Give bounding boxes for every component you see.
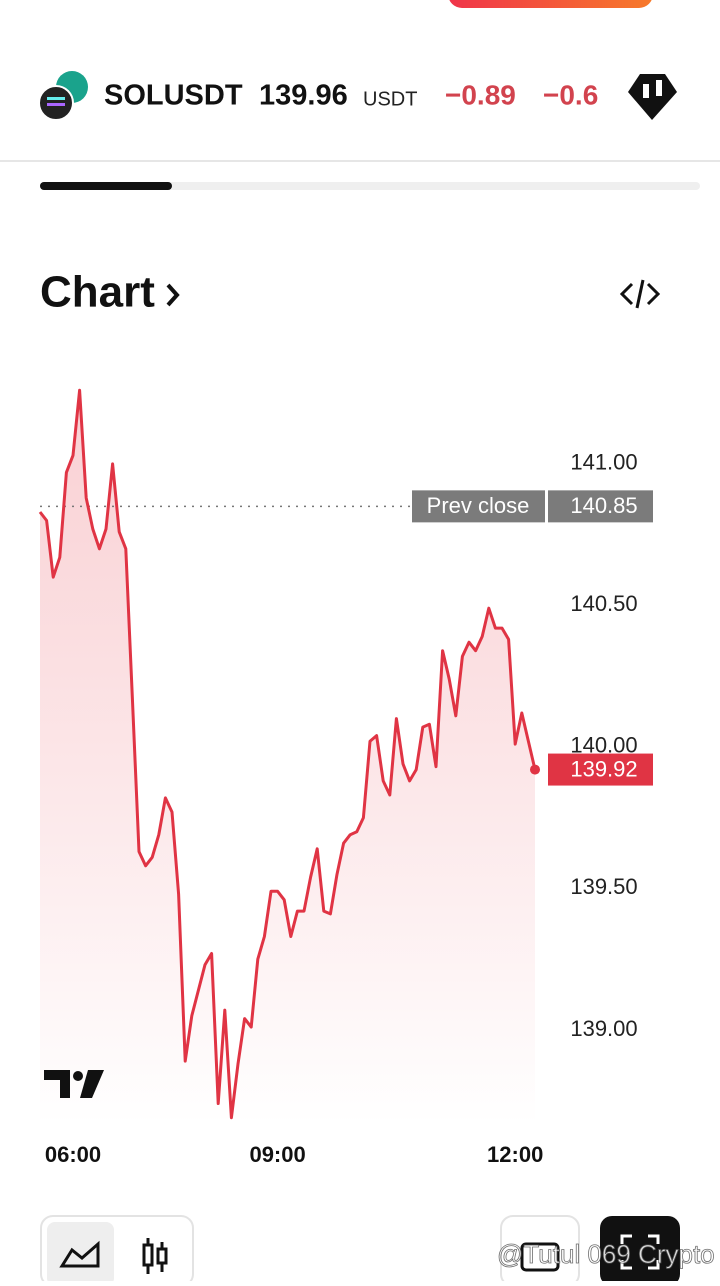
prev-close-box [412, 490, 545, 523]
scan-button[interactable] [600, 1216, 680, 1286]
x-tick-label: 09:00 [249, 1142, 305, 1167]
watermark: @Tutul 069 Crypto [497, 1239, 715, 1269]
prev-close-value-box [548, 490, 653, 523]
progress-fill [40, 182, 172, 190]
y-tick-label: 140.50 [570, 591, 637, 616]
tv-logo [44, 1070, 104, 1098]
section-title[interactable]: Chart [40, 268, 155, 317]
top-button[interactable] [448, 0, 653, 8]
y-tick-label: 139.50 [570, 874, 637, 899]
screenshot-button[interactable] [500, 1215, 580, 1286]
y-tick-label: 139.00 [570, 1016, 637, 1041]
camera-icon [520, 1242, 560, 1272]
price: 139.96 [259, 80, 348, 112]
embed-icon[interactable] [619, 279, 661, 309]
coin-icon [38, 71, 88, 121]
x-tick-label: 06:00 [45, 1142, 101, 1167]
area [40, 390, 535, 1124]
price-line [38, 388, 537, 1120]
progress-track [40, 182, 700, 190]
quote: USDT [363, 88, 417, 110]
chart-type-icon[interactable] [628, 74, 677, 120]
scan-icon [620, 1234, 660, 1270]
last-point [530, 764, 540, 775]
prev-close-label: Prev close [427, 493, 530, 518]
change-percent: −0.6 [543, 79, 598, 110]
chevron [166, 283, 180, 307]
x-tick-label: 12:00 [487, 1142, 543, 1167]
line-mode[interactable] [47, 1222, 114, 1286]
symbol: SOLUSDT [104, 80, 243, 112]
last-price-box [548, 753, 653, 786]
y-tick-label: 141.00 [570, 450, 637, 475]
change: −0.89 [445, 79, 516, 110]
line-icon [59, 1240, 100, 1268]
candle-icon[interactable] [142, 1238, 168, 1274]
prev-close-value: 140.85 [570, 493, 637, 518]
last-price-label: 139.92 [570, 756, 637, 781]
